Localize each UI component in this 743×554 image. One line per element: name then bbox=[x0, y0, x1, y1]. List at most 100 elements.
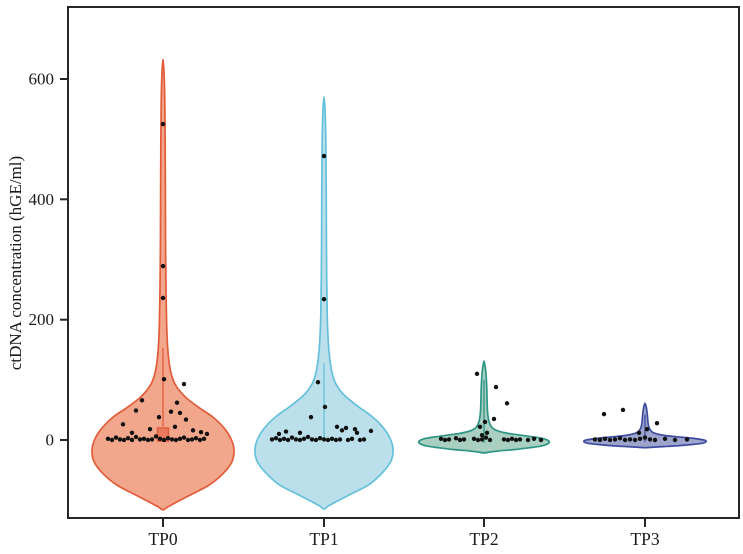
scatter-point bbox=[642, 435, 648, 440]
scatter-point bbox=[622, 437, 628, 443]
scatter-point bbox=[160, 295, 166, 301]
scatter-point bbox=[321, 153, 327, 159]
scatter-point bbox=[475, 437, 481, 443]
scatter-point bbox=[597, 437, 603, 443]
scatter-point bbox=[334, 424, 340, 429]
y-tick-label-0: 0 bbox=[46, 431, 55, 450]
y-tick-label-400: 400 bbox=[29, 190, 55, 209]
scatter-point bbox=[283, 429, 289, 434]
scatter-point bbox=[172, 424, 178, 429]
scatter-point bbox=[141, 436, 147, 441]
x-tick-label-tp2: TP2 bbox=[469, 529, 498, 549]
scatter-point bbox=[276, 431, 282, 437]
scatter-point bbox=[185, 437, 191, 443]
scatter-point bbox=[354, 430, 360, 435]
scatter-point bbox=[129, 437, 135, 443]
scatter-point bbox=[612, 437, 618, 442]
scatter-point bbox=[636, 430, 642, 435]
violin-body-tp0 bbox=[91, 58, 235, 511]
scatter-point bbox=[493, 384, 499, 390]
violin-tp2 bbox=[417, 360, 551, 454]
scatter-point bbox=[592, 437, 598, 442]
violin-tp3 bbox=[582, 402, 708, 449]
scatter-point bbox=[620, 407, 626, 413]
scatter-point bbox=[601, 411, 607, 417]
scatter-point bbox=[337, 437, 343, 442]
scatter-point bbox=[269, 437, 275, 442]
scatter-point bbox=[174, 400, 180, 405]
scatter-point bbox=[602, 436, 608, 441]
scatter-point bbox=[474, 371, 480, 377]
scatter-point bbox=[361, 437, 367, 442]
scatter-point bbox=[483, 435, 489, 440]
x-tick-label-tp1: TP1 bbox=[309, 529, 338, 549]
scatter-point bbox=[322, 404, 328, 410]
scatter-point bbox=[190, 428, 196, 433]
scatter-point bbox=[169, 437, 175, 442]
violin-body-tp1 bbox=[254, 96, 394, 511]
scatter-point bbox=[289, 435, 295, 440]
scatter-point bbox=[177, 410, 183, 416]
scatter-point bbox=[133, 434, 139, 440]
scatter-point bbox=[538, 437, 544, 443]
y-tick-label-200: 200 bbox=[29, 310, 55, 329]
scatter-point bbox=[453, 435, 459, 441]
scatter-point bbox=[477, 424, 483, 429]
scatter-point bbox=[147, 426, 153, 432]
scatter-point bbox=[193, 435, 199, 441]
scatter-point bbox=[121, 437, 127, 443]
violin-layer bbox=[91, 58, 708, 511]
scatter-point bbox=[277, 437, 283, 443]
scatter-point bbox=[181, 381, 187, 387]
scatter-point bbox=[165, 435, 171, 441]
scatter-point bbox=[647, 437, 653, 442]
scatter-point bbox=[315, 380, 321, 385]
scatter-point bbox=[345, 437, 351, 443]
scatter-point bbox=[484, 430, 490, 435]
scatter-point bbox=[183, 417, 189, 422]
scatter-point bbox=[317, 435, 323, 441]
scatter-point bbox=[637, 436, 643, 441]
scatter-point bbox=[120, 422, 126, 427]
scatter-point bbox=[505, 437, 511, 443]
scatter-point bbox=[684, 437, 690, 442]
scatter-point bbox=[189, 437, 195, 442]
scatter-point bbox=[197, 437, 203, 443]
x-tick-label-tp3: TP3 bbox=[630, 529, 659, 549]
scatter-point bbox=[281, 436, 287, 441]
scatter-point bbox=[504, 401, 510, 406]
scatter-point bbox=[442, 437, 448, 443]
scatter-point bbox=[157, 436, 163, 441]
scatter-point bbox=[160, 121, 166, 127]
scatter-point bbox=[129, 430, 135, 435]
scatter-point bbox=[113, 435, 119, 440]
x-axis-ticks bbox=[162, 518, 646, 527]
violin-tp0 bbox=[91, 58, 235, 511]
x-tick-label-tp0: TP0 bbox=[148, 529, 177, 549]
scatter-point bbox=[501, 437, 507, 442]
scatter-point bbox=[479, 437, 485, 442]
scatter-point bbox=[133, 408, 139, 413]
scatter-point bbox=[161, 377, 167, 382]
scatter-point bbox=[652, 437, 658, 443]
scatter-point bbox=[309, 437, 315, 442]
scatter-point bbox=[139, 398, 145, 403]
scatter-point bbox=[617, 435, 623, 441]
scatter-point bbox=[308, 414, 314, 420]
scatter-point bbox=[173, 437, 179, 443]
scatter-point bbox=[479, 432, 485, 438]
scatter-point bbox=[198, 429, 204, 435]
scatter-point bbox=[168, 409, 174, 414]
scatter-point bbox=[513, 437, 519, 443]
scatter-point bbox=[321, 437, 327, 442]
scatter-point bbox=[313, 437, 319, 443]
scatter-point bbox=[509, 436, 515, 441]
scatter-point bbox=[654, 420, 660, 426]
scatter-point bbox=[105, 436, 111, 441]
scatter-point bbox=[181, 435, 187, 440]
scatter-point bbox=[672, 437, 678, 443]
scatter-point bbox=[201, 436, 207, 441]
scatter-point bbox=[321, 297, 327, 302]
violin-tp1 bbox=[254, 96, 394, 511]
